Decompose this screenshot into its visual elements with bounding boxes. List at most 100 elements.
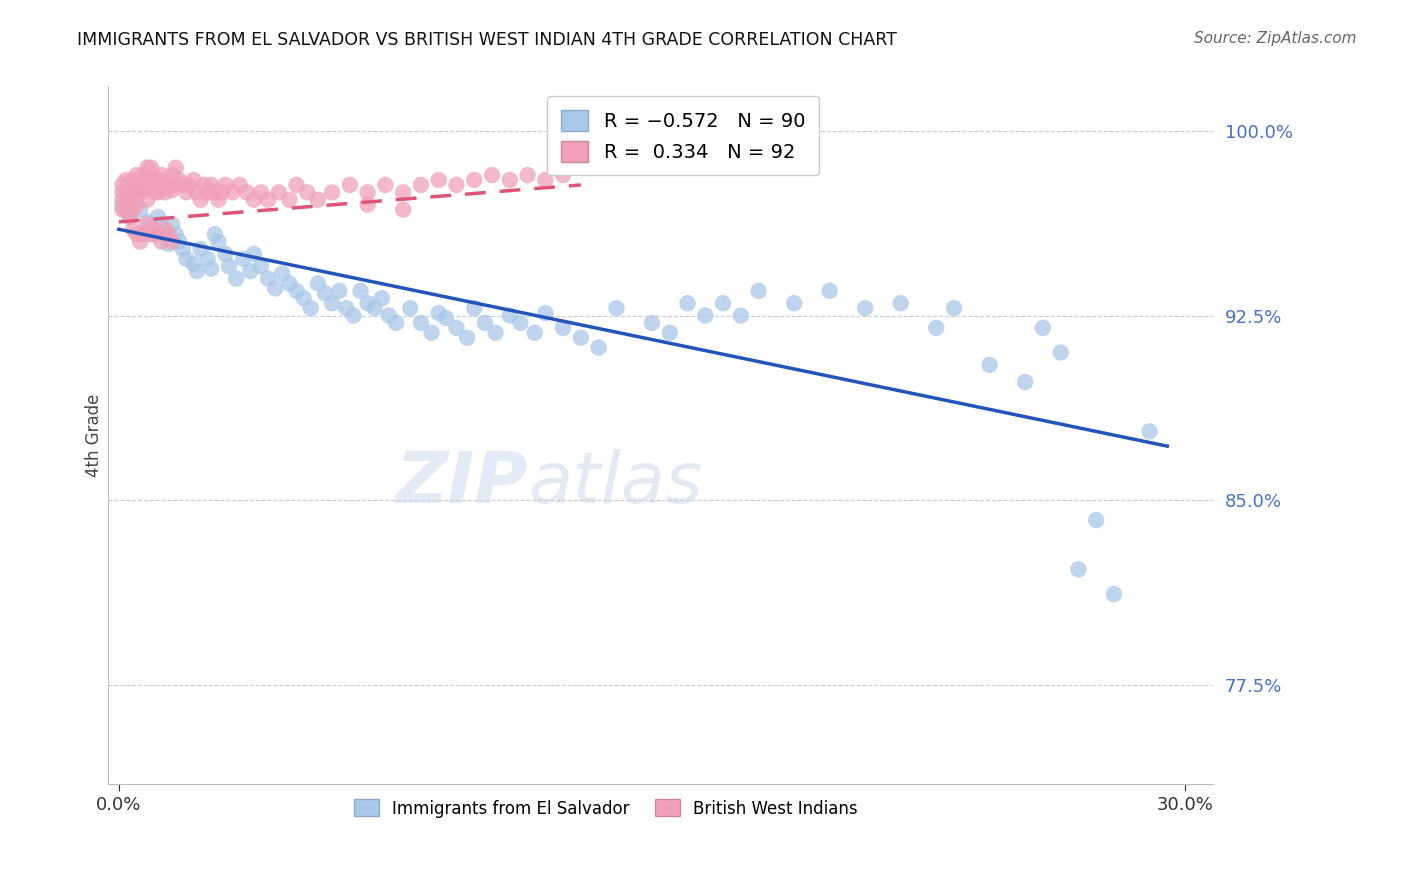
Point — [456, 331, 478, 345]
Point — [115, 202, 138, 217]
Point — [481, 168, 503, 182]
Point — [278, 277, 301, 291]
Point — [943, 301, 966, 315]
Point — [588, 341, 610, 355]
Point — [169, 173, 191, 187]
Point — [139, 222, 162, 236]
Point — [641, 316, 664, 330]
Point — [169, 235, 191, 249]
Point — [314, 286, 336, 301]
Point — [221, 186, 243, 200]
Point — [118, 210, 141, 224]
Point — [534, 173, 557, 187]
Point — [818, 284, 841, 298]
Point — [299, 301, 322, 315]
Point — [374, 178, 396, 192]
Point — [748, 284, 770, 298]
Point — [153, 173, 176, 187]
Point — [509, 316, 531, 330]
Point — [534, 306, 557, 320]
Point — [190, 242, 212, 256]
Point — [1085, 513, 1108, 527]
Point — [125, 197, 148, 211]
Point — [250, 259, 273, 273]
Point — [730, 309, 752, 323]
Point — [1139, 425, 1161, 439]
Point — [143, 186, 166, 200]
Point — [569, 331, 592, 345]
Point — [427, 306, 450, 320]
Point — [146, 227, 169, 242]
Point — [1067, 562, 1090, 576]
Point — [356, 186, 378, 200]
Point — [115, 202, 138, 217]
Point — [214, 178, 236, 192]
Point — [257, 271, 280, 285]
Point — [122, 173, 145, 187]
Point — [434, 310, 457, 325]
Legend: Immigrants from El Salvador, British West Indians: Immigrants from El Salvador, British Wes… — [347, 793, 865, 824]
Point — [711, 296, 734, 310]
Point — [139, 161, 162, 175]
Point — [278, 193, 301, 207]
Point — [243, 193, 266, 207]
Point — [129, 235, 152, 249]
Point — [250, 186, 273, 200]
Point — [925, 321, 948, 335]
Point — [499, 173, 522, 187]
Point — [165, 161, 187, 175]
Point — [321, 296, 343, 310]
Point — [197, 186, 219, 200]
Point — [129, 202, 152, 217]
Point — [569, 161, 592, 175]
Point — [349, 284, 371, 298]
Point — [111, 193, 134, 207]
Point — [239, 264, 262, 278]
Point — [783, 296, 806, 310]
Point — [118, 210, 141, 224]
Point — [292, 291, 315, 305]
Point — [122, 222, 145, 236]
Point — [132, 168, 155, 182]
Point — [160, 183, 183, 197]
Point — [200, 178, 222, 192]
Text: ZIP: ZIP — [396, 450, 529, 518]
Point — [339, 178, 361, 192]
Point — [111, 178, 134, 192]
Point — [115, 186, 138, 200]
Point — [285, 284, 308, 298]
Point — [257, 193, 280, 207]
Point — [264, 281, 287, 295]
Point — [385, 316, 408, 330]
Point — [157, 178, 180, 192]
Point — [157, 227, 180, 242]
Point — [378, 309, 401, 323]
Point — [125, 183, 148, 197]
Point — [183, 173, 205, 187]
Point — [160, 218, 183, 232]
Point — [307, 277, 329, 291]
Point — [122, 186, 145, 200]
Point — [122, 202, 145, 217]
Point — [115, 173, 138, 187]
Point — [111, 197, 134, 211]
Point — [307, 193, 329, 207]
Point — [342, 309, 364, 323]
Point — [204, 186, 226, 200]
Point — [1014, 375, 1036, 389]
Point — [295, 186, 318, 200]
Point — [328, 284, 350, 298]
Point — [118, 193, 141, 207]
Point — [136, 193, 159, 207]
Point — [499, 309, 522, 323]
Point — [143, 227, 166, 242]
Point — [335, 301, 357, 315]
Point — [236, 186, 259, 200]
Point — [111, 186, 134, 200]
Point — [172, 178, 194, 192]
Point — [409, 316, 432, 330]
Point — [228, 178, 250, 192]
Point — [356, 296, 378, 310]
Point — [125, 227, 148, 242]
Point — [125, 168, 148, 182]
